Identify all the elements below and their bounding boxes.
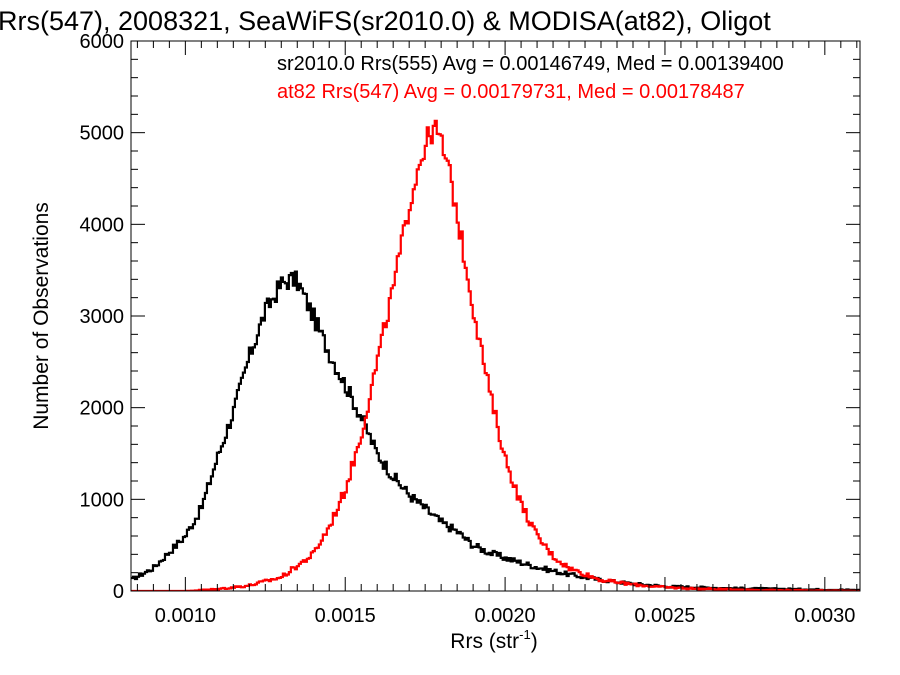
series-line-red	[131, 119, 860, 591]
x-tick-label: 0.0010	[155, 605, 216, 627]
chart-title: Rrs(547), 2008321, SeaWiFS(sr2010.0) & M…	[0, 6, 771, 36]
y-tick-label: 6000	[80, 31, 125, 53]
series-line-black	[131, 270, 860, 591]
legend-entry-red: at82 Rrs(547) Avg = 0.00179731, Med = 0.…	[277, 81, 745, 103]
y-axis-label: Number of Observations	[30, 202, 53, 430]
x-tick-label: 0.0030	[794, 605, 855, 627]
x-axis-label-main: Rrs (str	[450, 630, 519, 653]
x-tick-label: 0.0015	[315, 605, 376, 627]
y-tick-label: 3000	[80, 306, 125, 328]
y-tick-label: 1000	[80, 489, 125, 511]
x-tick-label: 0.0025	[634, 605, 695, 627]
plot-frame	[130, 40, 861, 592]
x-axis-label-superscript: -1	[519, 627, 531, 642]
x-axis-label-close: )	[531, 630, 538, 653]
x-tick-label: 0.0020	[475, 605, 536, 627]
x-axis-label: Rrs (str-1)	[450, 627, 537, 653]
y-tick-label: 2000	[80, 398, 125, 420]
legend-entry-black: sr2010.0 Rrs(555) Avg = 0.00146749, Med …	[277, 53, 784, 75]
y-tick-label: 5000	[80, 123, 125, 145]
y-tick-label: 0	[113, 581, 124, 603]
y-tick-label: 4000	[80, 214, 125, 236]
